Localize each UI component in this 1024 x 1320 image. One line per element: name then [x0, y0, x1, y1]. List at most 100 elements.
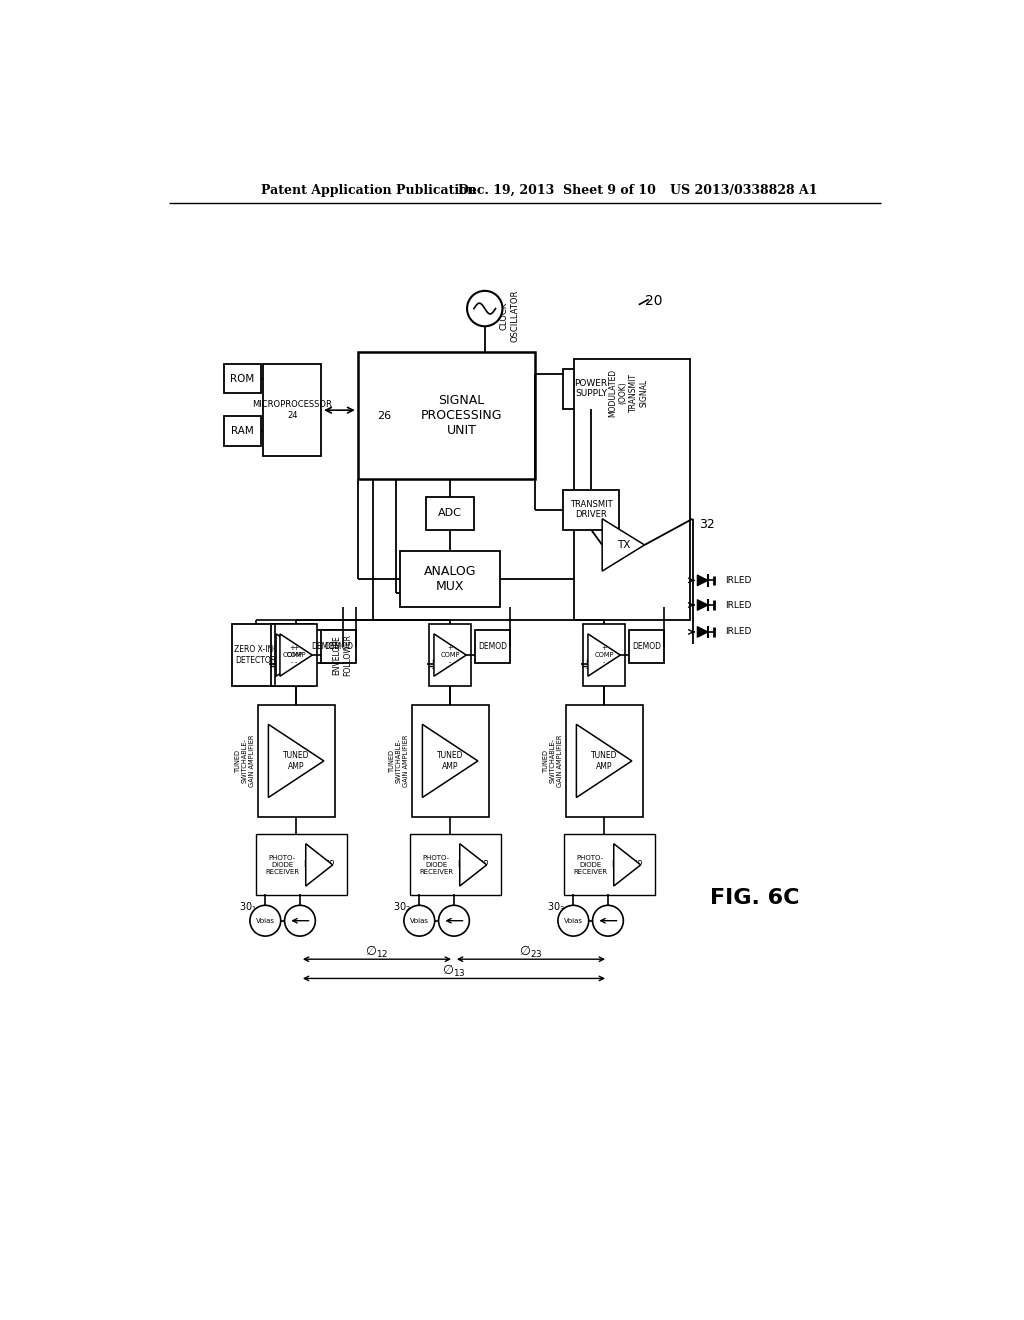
Text: Vbias: Vbias: [564, 917, 583, 924]
Polygon shape: [434, 634, 466, 676]
Text: TX: TX: [616, 540, 630, 550]
Circle shape: [403, 906, 435, 936]
Text: DEMOD: DEMOD: [311, 642, 340, 651]
Bar: [274, 624, 317, 686]
Text: $\varnothing_{12}$: $\varnothing_{12}$: [366, 944, 388, 960]
Text: PREAMP: PREAMP: [303, 861, 335, 870]
Text: TUNED
AMP: TUNED AMP: [591, 751, 617, 771]
Circle shape: [467, 290, 503, 326]
Bar: [263, 364, 322, 457]
Text: PHOTO-
DIODE
RECEIVER: PHOTO- DIODE RECEIVER: [265, 855, 299, 875]
Polygon shape: [588, 634, 621, 676]
Bar: [412, 836, 461, 894]
Text: $\varnothing_{23}$: $\varnothing_{23}$: [519, 944, 543, 960]
Text: TUNED
AMP: TUNED AMP: [437, 751, 463, 771]
Bar: [258, 705, 335, 817]
Bar: [223, 364, 261, 393]
Text: DEMOD: DEMOD: [478, 642, 507, 651]
Text: MICROPROCESSOR
24: MICROPROCESSOR 24: [252, 400, 332, 420]
Polygon shape: [602, 519, 644, 572]
Text: IRLED: IRLED: [725, 627, 752, 636]
Text: 30$_1$: 30$_1$: [240, 900, 257, 913]
Text: TUNED
SWITCHABLE-
GAIN AMPLIFIER: TUNED SWITCHABLE- GAIN AMPLIFIER: [543, 735, 562, 787]
Bar: [412, 705, 488, 817]
Bar: [456, 836, 490, 894]
Text: TUNED
AMP: TUNED AMP: [283, 751, 309, 771]
Text: PHOTO-
DIODE
RECEIVER: PHOTO- DIODE RECEIVER: [419, 855, 454, 875]
Text: +
COMP
-: + COMP -: [440, 645, 460, 665]
Bar: [429, 624, 471, 686]
Bar: [574, 359, 689, 620]
Text: IRLED: IRLED: [725, 576, 752, 585]
Bar: [232, 624, 280, 686]
Polygon shape: [697, 627, 708, 638]
Bar: [256, 834, 347, 895]
Text: ADC: ADC: [438, 508, 462, 519]
Bar: [564, 834, 655, 895]
Text: PREAMP: PREAMP: [458, 861, 488, 870]
Polygon shape: [276, 634, 308, 676]
Polygon shape: [460, 843, 486, 886]
Text: US 2013/0338828 A1: US 2013/0338828 A1: [670, 185, 817, 197]
Text: TUNED
SWITCHABLE-
GAIN AMPLIFIER: TUNED SWITCHABLE- GAIN AMPLIFIER: [234, 735, 255, 787]
Polygon shape: [697, 576, 708, 586]
Text: 30$_2$: 30$_2$: [393, 900, 412, 913]
Bar: [583, 624, 626, 686]
Bar: [629, 631, 664, 663]
Polygon shape: [613, 843, 641, 886]
Text: 30$_3$: 30$_3$: [547, 900, 565, 913]
Text: MODULATED
(OOK)
TRANSMIT
SIGNAL: MODULATED (OOK) TRANSMIT SIGNAL: [608, 368, 648, 417]
Polygon shape: [422, 725, 478, 797]
Text: DEMOD: DEMOD: [324, 642, 353, 651]
Bar: [308, 631, 343, 663]
Text: SIGNAL
PROCESSING
UNIT: SIGNAL PROCESSING UNIT: [421, 395, 503, 437]
Circle shape: [558, 906, 589, 936]
Bar: [302, 836, 337, 894]
Bar: [475, 631, 510, 663]
Bar: [426, 498, 474, 529]
Text: IRLED: IRLED: [725, 601, 752, 610]
Text: $\varnothing_{13}$: $\varnothing_{13}$: [442, 962, 466, 979]
Bar: [322, 631, 355, 663]
Bar: [271, 624, 313, 686]
Text: 32: 32: [698, 517, 715, 531]
Text: +
COMP
-: + COMP -: [594, 645, 613, 665]
Bar: [400, 552, 500, 607]
Circle shape: [285, 906, 315, 936]
Text: DEMOD: DEMOD: [632, 642, 660, 651]
Bar: [563, 368, 618, 409]
Text: 20: 20: [645, 294, 663, 308]
Bar: [223, 416, 261, 446]
Text: PHOTO-
DIODE
RECEIVER: PHOTO- DIODE RECEIVER: [573, 855, 607, 875]
Polygon shape: [280, 634, 312, 676]
Bar: [610, 836, 644, 894]
Bar: [257, 836, 307, 894]
Text: PREAMP: PREAMP: [611, 861, 643, 870]
Circle shape: [250, 906, 281, 936]
Text: Vbias: Vbias: [256, 917, 274, 924]
Polygon shape: [306, 843, 333, 886]
Text: CLOCK
OSCILLATOR: CLOCK OSCILLATOR: [500, 290, 519, 342]
Text: Vbias: Vbias: [410, 917, 429, 924]
Bar: [563, 490, 618, 529]
Text: TUNED
SWITCHABLE-
GAIN AMPLIFIER: TUNED SWITCHABLE- GAIN AMPLIFIER: [388, 735, 409, 787]
Text: TRANSMIT
DRIVER: TRANSMIT DRIVER: [569, 500, 612, 519]
Text: 26: 26: [378, 411, 392, 421]
Polygon shape: [697, 599, 708, 610]
Text: ANALOG
MUX: ANALOG MUX: [424, 565, 476, 593]
Bar: [410, 834, 501, 895]
Text: ZERO X-ING
DETECTOR: ZERO X-ING DETECTOR: [233, 645, 279, 665]
Text: RAM: RAM: [230, 426, 254, 436]
Text: ROM: ROM: [230, 374, 254, 384]
Bar: [565, 705, 643, 817]
Circle shape: [438, 906, 469, 936]
Text: FIG. 6C: FIG. 6C: [710, 887, 799, 908]
Bar: [565, 836, 615, 894]
Text: Dec. 19, 2013  Sheet 9 of 10: Dec. 19, 2013 Sheet 9 of 10: [458, 185, 655, 197]
Text: +
COMP
-: + COMP -: [283, 645, 302, 665]
Polygon shape: [577, 725, 632, 797]
Text: +
COMP
-: + COMP -: [287, 645, 306, 665]
Bar: [357, 352, 535, 479]
Text: ENVELOPE
FOLLOWER: ENVELOPE FOLLOWER: [333, 634, 352, 676]
Text: Patent Application Publication: Patent Application Publication: [261, 185, 477, 197]
